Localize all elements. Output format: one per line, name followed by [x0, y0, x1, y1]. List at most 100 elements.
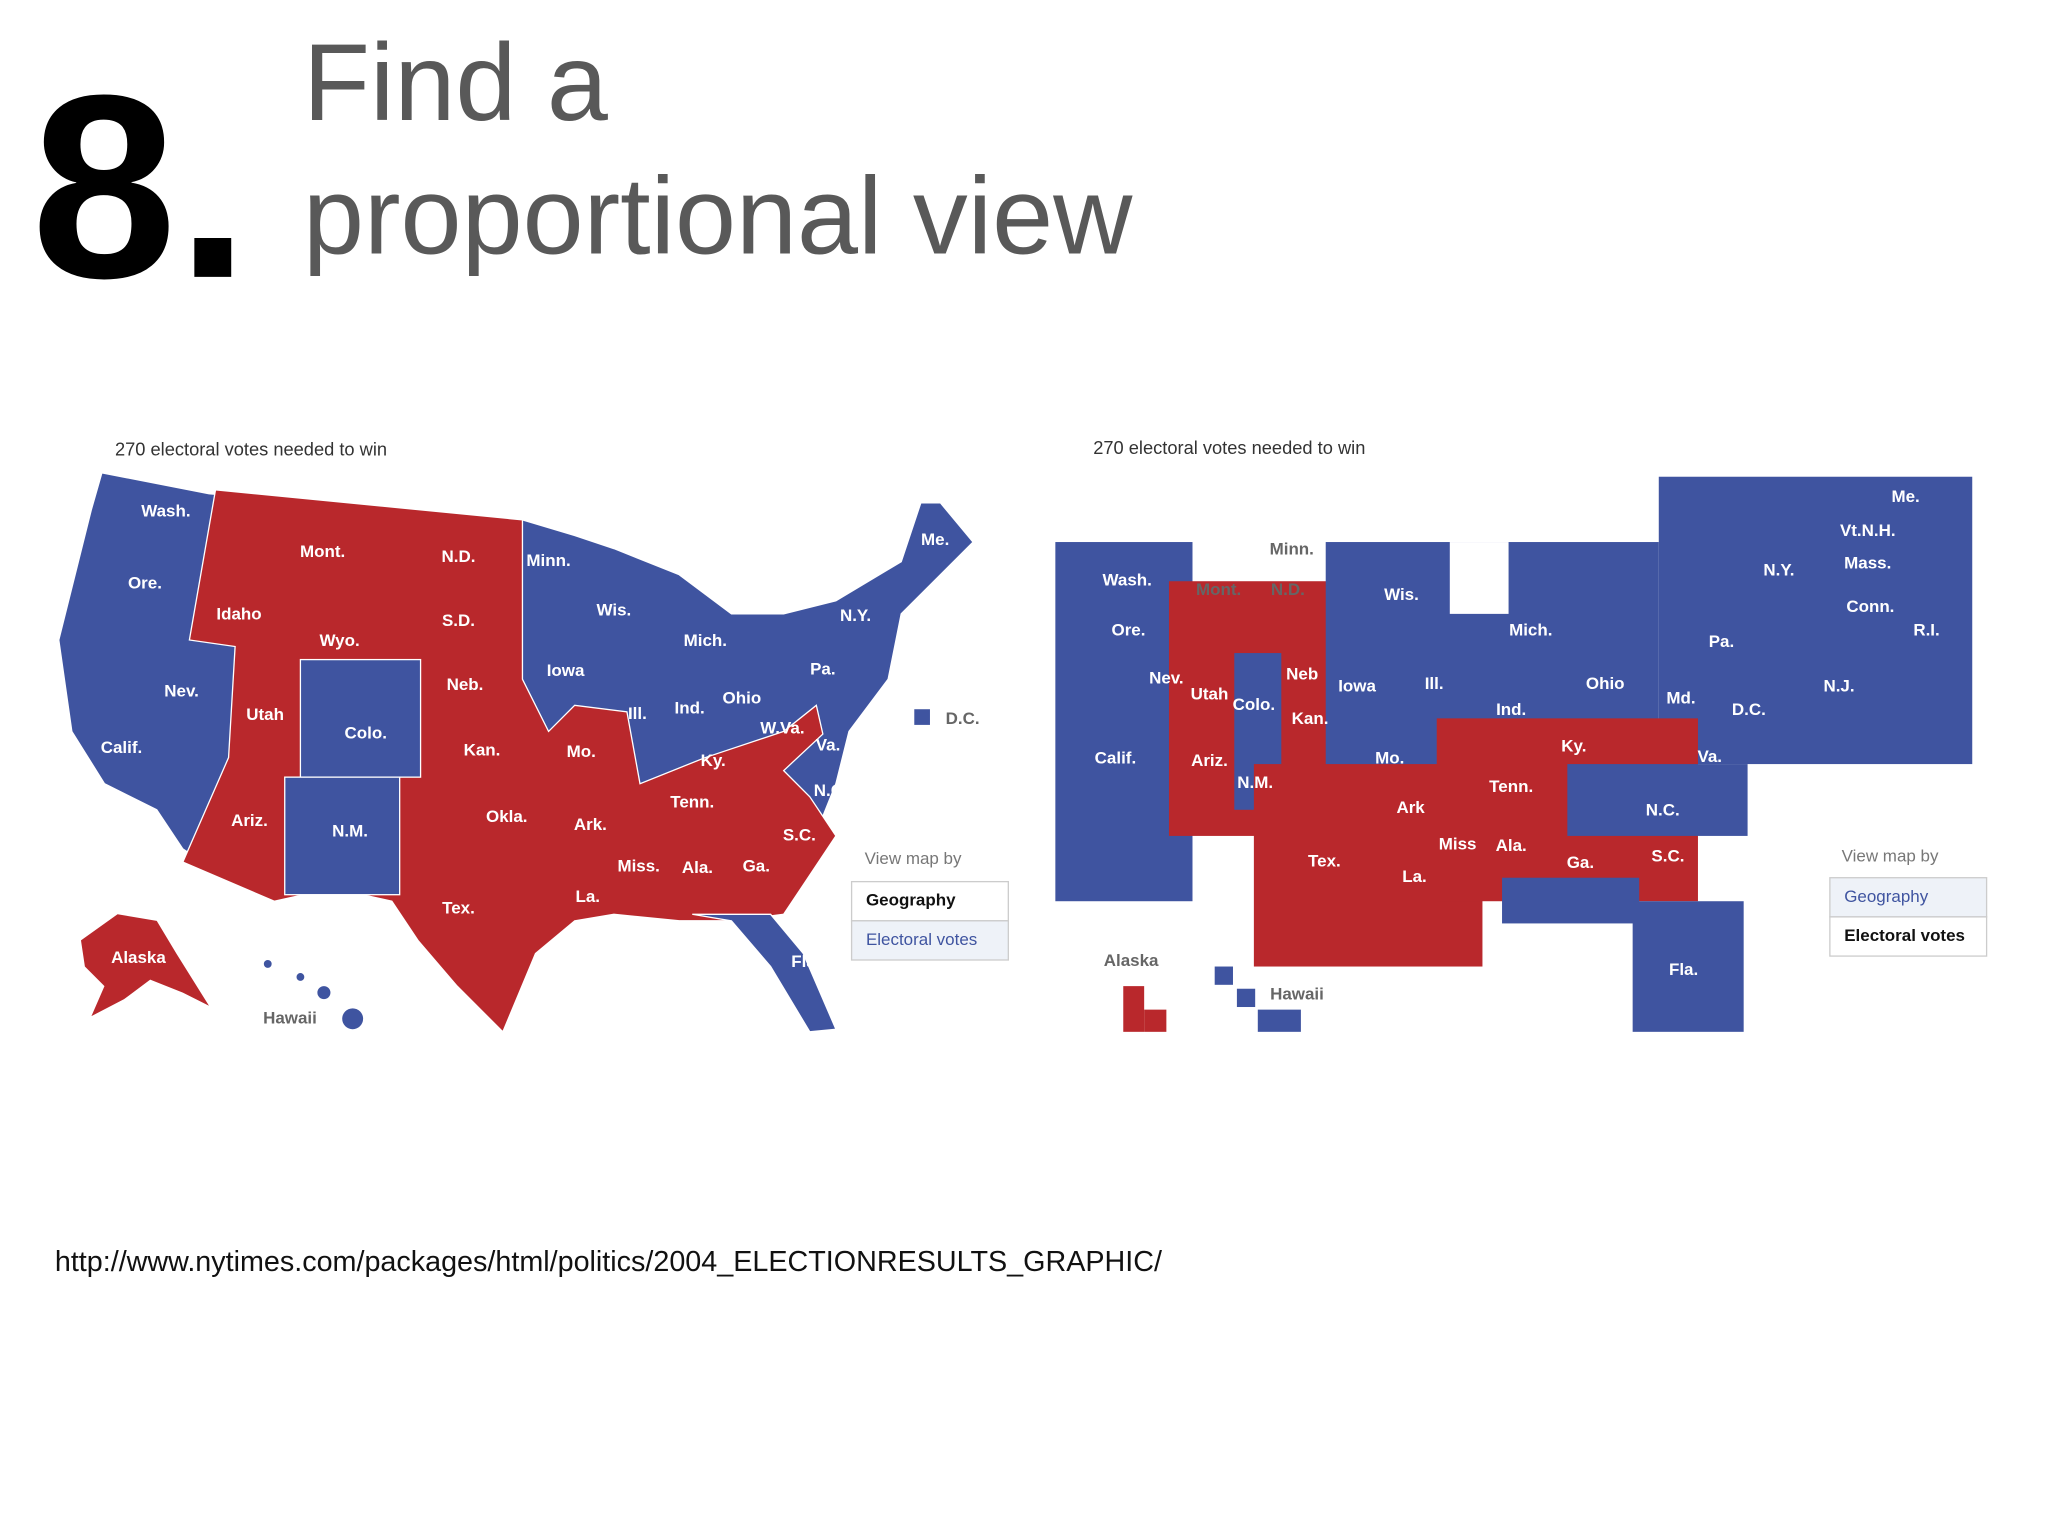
state-label: Ky.: [1561, 737, 1586, 756]
state-label: Wash.: [1103, 571, 1152, 590]
state-label: Me.: [1891, 487, 1919, 506]
state-label: Ind.: [1496, 700, 1526, 719]
state-label: Neb.: [447, 675, 484, 694]
state-label: Pa.: [1709, 632, 1734, 651]
state-label: Va.: [816, 735, 841, 754]
dc-marker: [914, 709, 930, 725]
view-by-label: View map by: [865, 849, 962, 868]
state-label: Tenn.: [670, 793, 714, 812]
state-label: Va.: [1697, 747, 1722, 766]
state-label: Mich.: [1509, 620, 1552, 639]
state-label: Ore.: [1112, 620, 1146, 639]
state-label: N.M.: [332, 821, 368, 840]
state-label: S.C.: [783, 825, 816, 844]
hawaii: [296, 973, 305, 981]
state-label: Utah: [1191, 684, 1229, 703]
state-label: Wash.: [141, 501, 190, 520]
view-button[interactable]: [850, 920, 1009, 961]
title-line: Find a: [303, 22, 609, 144]
state-label: N.Y.: [840, 606, 871, 625]
state-label: Utah: [246, 705, 284, 724]
state-label: Nev.: [164, 682, 199, 701]
state-label: Pa.: [810, 660, 835, 679]
state-label: Tex.: [442, 899, 475, 918]
state-label: Mo.: [1375, 748, 1404, 767]
view-button-label[interactable]: Electoral votes: [1844, 926, 1965, 945]
state-label: Neb: [1286, 665, 1318, 684]
hawaii-block: [1236, 988, 1256, 1008]
state-label: Nev.: [1149, 669, 1184, 688]
alaska: [80, 914, 209, 1017]
state-label: Ga.: [743, 857, 770, 876]
florida: [692, 913, 837, 1033]
map-caption: 270 electoral votes needed to win: [115, 438, 387, 459]
labels: 270 electoral votes needed to win Wash. Or…: [101, 437, 1988, 1027]
state-label: Mont.: [1196, 580, 1241, 599]
alaska-block: [1123, 986, 1145, 1032]
state-label: Tex.: [1308, 852, 1341, 871]
state-label: D.C.: [1732, 700, 1766, 719]
state-label: Miss: [1439, 835, 1477, 854]
state-label: Ind.: [675, 699, 705, 718]
state-label: Mich.: [684, 631, 727, 650]
state-label: Iowa: [547, 661, 585, 680]
state-label: Tenn.: [1489, 777, 1533, 796]
state-label: Wyo.: [319, 631, 359, 650]
state-label: Minn.: [1270, 539, 1314, 558]
state-label: La.: [1402, 867, 1427, 886]
state-label: Ala.: [682, 858, 713, 877]
block: [1632, 901, 1744, 1032]
state-label: Conn.: [1846, 597, 1894, 616]
state-label: Alaska: [111, 948, 166, 967]
state-label: Fla.: [1669, 960, 1698, 979]
state-label: Colo.: [1233, 695, 1275, 714]
view-button-label[interactable]: Geography: [866, 891, 956, 910]
source-url: http://www.nytimes.com/packages/html/pol…: [55, 1246, 1162, 1278]
state-label: N.J.: [1823, 677, 1854, 696]
state-label: N.Y.: [1763, 560, 1794, 579]
state-label: Idaho: [216, 605, 261, 624]
state-label: Md.: [1666, 688, 1695, 707]
view-button[interactable]: [1829, 916, 1988, 957]
state-label: Ariz.: [1191, 751, 1228, 770]
state-label: Kan.: [464, 741, 501, 760]
view-button[interactable]: [1829, 877, 1988, 918]
title-line: proportional view: [303, 155, 1133, 277]
state-label: Ky.: [701, 751, 726, 770]
state-label: Ohio: [723, 688, 762, 707]
state-label: S.D.: [442, 611, 475, 630]
hawaii-block: [1257, 1009, 1301, 1032]
view-button-label[interactable]: Geography: [1844, 887, 1928, 906]
state-label: S.C.: [1651, 846, 1684, 865]
hawaii: [342, 1008, 364, 1030]
alaska-block: [1144, 1009, 1167, 1032]
state-label: N.C.: [1646, 801, 1680, 820]
state-label: Ark.: [574, 815, 607, 834]
state-label: Mont.: [300, 542, 345, 561]
state-label: Hawaii: [1270, 985, 1324, 1004]
view-button-label[interactable]: Electoral votes: [866, 930, 977, 949]
electoral-map: [1055, 476, 1973, 1032]
state-label: Alaska: [1104, 951, 1159, 970]
state-label: Wis.: [597, 601, 632, 620]
state-label: Miss.: [617, 857, 659, 876]
state-label: Ark: [1396, 798, 1425, 817]
state-label: Ore.: [128, 573, 162, 592]
state-label: Mo.: [567, 742, 596, 761]
state-label: Ill.: [628, 704, 647, 723]
hawaii: [263, 960, 272, 968]
state-label: Ala.: [1496, 836, 1527, 855]
state-label: R.I.: [1913, 620, 1939, 639]
new-mexico: [284, 776, 401, 896]
view-by-label: View map by: [1842, 846, 1939, 865]
state-label: Calif.: [1095, 748, 1137, 767]
slide-number: 8.: [31, 42, 249, 333]
state-label: W.Va.: [760, 718, 804, 737]
state-label: Hawaii: [263, 1008, 317, 1027]
state-label: N.D.: [441, 547, 475, 566]
state-label: Vt.N.H.: [1840, 521, 1896, 540]
state-label: Okla.: [486, 807, 528, 826]
state-label: Iowa: [1338, 677, 1376, 696]
